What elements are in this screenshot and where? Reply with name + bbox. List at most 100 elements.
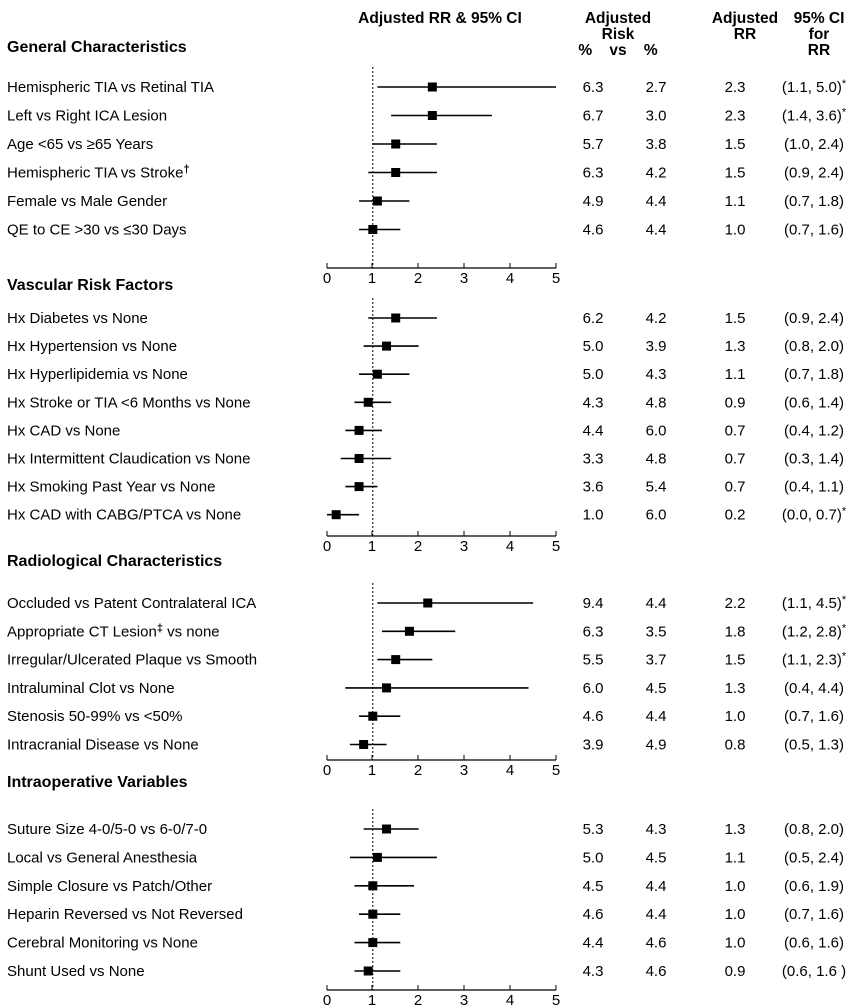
risk-group-b: 3.5 xyxy=(646,623,667,640)
ci-text: (0.7, 1.8) xyxy=(784,193,844,210)
risk-group-b: 4.6 xyxy=(646,963,667,980)
row-label-text: Hx Smoking Past Year vs None xyxy=(7,479,215,496)
x-tick-label: 5 xyxy=(552,538,560,555)
ci-value: (0.4, 1.1) xyxy=(784,479,844,496)
risk-group-b: 2.7 xyxy=(646,79,667,96)
point-estimate xyxy=(391,313,401,323)
rr-value: 1.1 xyxy=(725,366,746,383)
risk-group-b: 4.9 xyxy=(646,737,667,754)
ci-header-line2: for xyxy=(809,26,830,43)
risk-header-line2: Risk xyxy=(602,26,635,43)
plot-title: Adjusted RR & 95% CI xyxy=(358,10,522,27)
ci-text: (0.6, 1.9) xyxy=(784,878,844,895)
ci-text: (0.0, 0.7) xyxy=(782,507,842,524)
risk-group-b: 6.0 xyxy=(646,507,667,524)
rr-value: 2.3 xyxy=(725,79,746,96)
point-estimate xyxy=(404,626,414,636)
x-tick-label: 2 xyxy=(414,762,422,779)
significance-mark: * xyxy=(842,107,847,119)
x-tick-label: 3 xyxy=(460,992,468,1005)
row-label-text: QE to CE >30 vs ≤30 Days xyxy=(7,222,187,239)
ci-value: (0.8, 2.0) xyxy=(784,338,844,355)
x-tick-label: 5 xyxy=(552,762,560,779)
risk-group-b: 4.4 xyxy=(646,878,667,895)
rr-value: 1.3 xyxy=(725,821,746,838)
row-label-text: Hemispheric TIA vs Stroke xyxy=(7,165,183,182)
ci-value: (1.1, 5.0)* xyxy=(782,78,847,96)
ci-text: (1.0, 2.4) xyxy=(784,136,844,153)
point-estimate xyxy=(391,139,401,149)
row-label-text: Intraluminal Clot vs None xyxy=(7,680,175,697)
point-estimate xyxy=(359,740,369,749)
ci-value: (0.6, 1.4) xyxy=(784,394,844,411)
row-label-text: Hx CAD vs None xyxy=(7,422,120,439)
x-tick-label: 4 xyxy=(506,992,514,1005)
risk-group-a: 6.0 xyxy=(583,680,604,697)
rr-value: 0.9 xyxy=(725,963,746,980)
row-label-text: Hx CAD with CABG/PTCA vs None xyxy=(7,507,241,524)
row-label: Stenosis 50-99% vs <50% xyxy=(7,708,183,725)
risk-group-b: 4.2 xyxy=(646,310,667,327)
row-label: Female vs Male Gender xyxy=(7,193,167,210)
risk-group-b: 4.6 xyxy=(646,935,667,952)
row-label: Hx Stroke or TIA <6 Months vs None xyxy=(7,394,251,411)
row-label-text: Age <65 vs ≥65 Years xyxy=(7,136,153,153)
ci-text: (0.4, 1.1) xyxy=(784,479,844,496)
risk-group-b: 6.0 xyxy=(646,422,667,439)
rr-value: 0.9 xyxy=(725,394,746,411)
ci-value: (0.7, 1.6) xyxy=(784,906,844,923)
rr-value: 1.3 xyxy=(725,680,746,697)
ci-text: (1.1, 4.5) xyxy=(782,595,842,612)
x-tick-label: 4 xyxy=(506,270,514,287)
point-estimate xyxy=(423,598,433,608)
risk-group-b: 5.4 xyxy=(646,479,667,496)
point-estimate xyxy=(372,196,382,206)
point-estimate xyxy=(354,482,364,492)
x-tick-label: 4 xyxy=(506,538,514,555)
risk-group-b: 4.2 xyxy=(646,165,667,182)
row-label: Irregular/Ulcerated Plaque vs Smooth xyxy=(7,652,257,669)
risk-group-a: 9.4 xyxy=(583,595,604,612)
risk-group-a: 6.3 xyxy=(583,623,604,640)
forest-panel: Radiological Characteristics 0 1 2 3 4 5 Occlud… xyxy=(7,553,847,779)
rr-value: 0.7 xyxy=(725,479,746,496)
ci-text: (0.5, 1.3) xyxy=(784,737,844,754)
forest-panel: General Characteristics 0 1 2 3 4 5 Hemispheric… xyxy=(7,39,847,287)
risk-group-a: 5.0 xyxy=(583,366,604,383)
point-estimate xyxy=(363,397,373,407)
footnote-mark: ‡ xyxy=(157,622,163,634)
ci-text: (0.6, 1.4) xyxy=(784,394,844,411)
footnote-mark: † xyxy=(183,164,189,176)
risk-group-b: 3.8 xyxy=(646,136,667,153)
x-tick-label: 5 xyxy=(552,992,560,1005)
ci-value: (0.4, 4.4) xyxy=(784,680,844,697)
row-label-text: Hx Hyperlipidemia vs None xyxy=(7,366,188,383)
ci-value: (0.4, 1.2) xyxy=(784,422,844,439)
x-tick-label: 2 xyxy=(414,270,422,287)
row-label: Hx Intermittent Claudication vs None xyxy=(7,451,250,468)
rr-value: 0.2 xyxy=(725,507,746,524)
risk-group-a: 4.6 xyxy=(583,708,604,725)
ci-text: (0.9, 2.4) xyxy=(784,310,844,327)
risk-group-b: 3.0 xyxy=(646,108,667,125)
risk-group-b: 4.3 xyxy=(646,366,667,383)
row-label: Hx CAD vs None xyxy=(7,422,120,439)
rr-value: 1.5 xyxy=(725,136,746,153)
ci-text: (0.8, 2.0) xyxy=(784,821,844,838)
row-label: Hx Diabetes vs None xyxy=(7,310,148,327)
row-label: Hx Smoking Past Year vs None xyxy=(7,479,215,496)
section-title: Radiological Characteristics xyxy=(7,553,222,570)
rr-value: 1.3 xyxy=(725,338,746,355)
x-tick-label: 3 xyxy=(460,762,468,779)
ci-text: (0.7, 1.6) xyxy=(784,222,844,239)
row-label: Cerebral Monitoring vs None xyxy=(7,935,198,952)
x-tick-label: 2 xyxy=(414,538,422,555)
row-label-text: Heparin Reversed vs Not Reversed xyxy=(7,906,243,923)
ci-value: (1.2, 2.8)* xyxy=(782,622,847,640)
ci-text: (0.3, 1.4) xyxy=(784,451,844,468)
point-estimate xyxy=(382,824,392,834)
row-label-text: Irregular/Ulcerated Plaque vs Smooth xyxy=(7,652,257,669)
risk-group-a: 1.0 xyxy=(583,507,604,524)
rr-value: 1.0 xyxy=(725,935,746,952)
ci-text: (0.9, 2.4) xyxy=(784,165,844,182)
